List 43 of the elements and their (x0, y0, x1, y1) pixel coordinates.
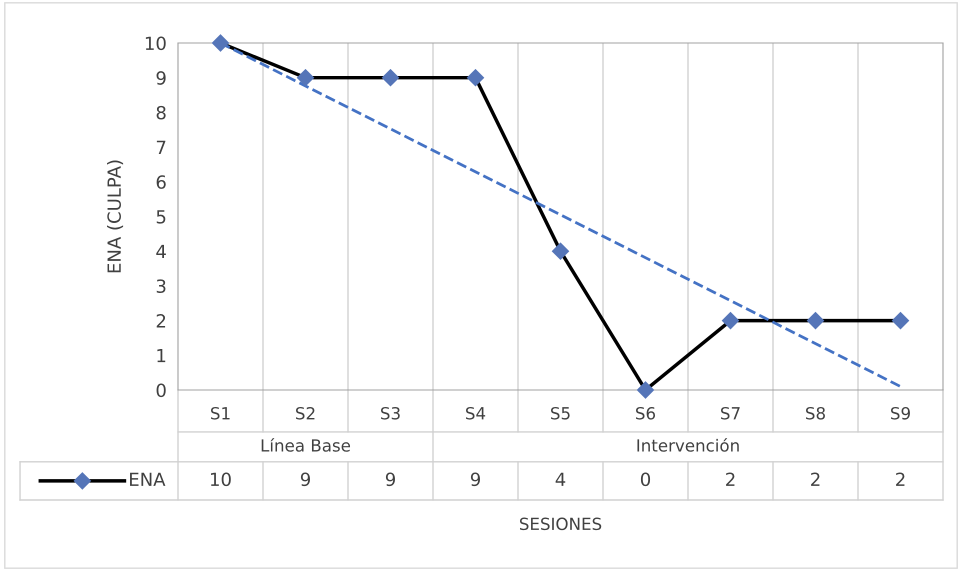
y-tick-label: 7 (156, 140, 166, 154)
point (212, 34, 230, 52)
y-tick-label: 10 (146, 36, 166, 50)
data-label: 4 (556, 472, 566, 486)
text: SESIONES (520, 518, 602, 530)
point (806, 312, 824, 330)
y-tick-label: 6 (156, 175, 166, 189)
x-tick-label: S4 (466, 406, 486, 420)
y-tick-label: 3 (156, 279, 166, 294)
point (382, 69, 400, 86)
x-tick-label: S3 (381, 406, 400, 420)
x-tick-label: S2 (296, 406, 314, 420)
data-label: 0 (640, 472, 650, 486)
data-label: 2 (896, 472, 904, 486)
point (552, 242, 570, 260)
data-label: 10 (210, 472, 231, 486)
y-tick-label: 4 (156, 244, 166, 258)
y-tick-label: 5 (156, 210, 166, 224)
data-label: 9 (386, 472, 395, 486)
point (296, 69, 314, 86)
y-axis-title: ENA (CULPA) (107, 160, 124, 272)
data-label: 9 (300, 472, 310, 486)
data-label: 9 (470, 472, 480, 486)
legend-label: ENA (130, 472, 166, 486)
y-tick-label: 0 (156, 383, 166, 398)
x-tick-label: S5 (551, 406, 570, 420)
point (466, 69, 484, 86)
data-label: 2 (726, 472, 734, 486)
point (636, 381, 654, 399)
text: Intervención (637, 438, 739, 452)
x-tick-label: S1 (211, 406, 230, 420)
data-label: 2 (811, 472, 820, 486)
x-tick-label: S7 (721, 406, 740, 420)
point (722, 312, 740, 330)
y-tick-label: 8 (156, 106, 166, 120)
point (892, 312, 910, 330)
y-tick-label: 2 (156, 314, 166, 328)
y-tick-label: 1 (157, 348, 166, 362)
y-tick-label: 9 (156, 71, 166, 85)
x-tick-label: S9 (891, 406, 910, 420)
x-tick-label: S8 (806, 406, 825, 420)
x-tick-label: S6 (636, 406, 656, 420)
text: Línea Base (262, 438, 350, 452)
